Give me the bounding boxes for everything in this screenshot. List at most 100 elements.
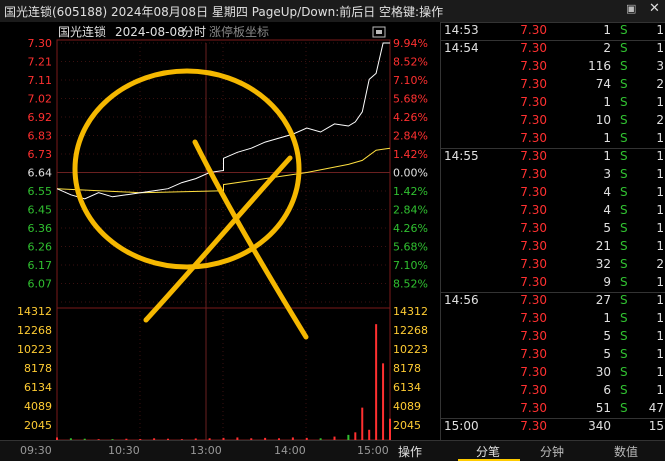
tab-values[interactable]: 数值 (614, 445, 639, 459)
volume-bar (69, 438, 72, 440)
price-line (56, 42, 390, 200)
tick-bs: S (620, 401, 628, 415)
tick-row[interactable]: 7.30 1 S 1 (441, 130, 665, 148)
volume-tick-label: 2045 (24, 419, 52, 432)
volume-bar (153, 438, 156, 440)
tick-bs: S (620, 149, 628, 163)
tick-row[interactable]: 14:56 7.30 27 S 1 (441, 292, 665, 310)
chart-toggle-icon[interactable] (372, 26, 386, 38)
tick-vol: 27 (595, 293, 611, 307)
tick-row[interactable]: 7.30 4 S 1 (441, 202, 665, 220)
volume-bar (354, 432, 357, 440)
chart-stock-name: 国光连锁 (58, 24, 106, 39)
tick-price: 7.30 (520, 131, 547, 145)
time-label-1300: 13:00 (190, 444, 222, 457)
tab-ticks[interactable]: 分笔 (476, 445, 501, 459)
annotation-cross-stroke-1 (192, 139, 309, 340)
tick-bs: S (620, 347, 628, 361)
tick-bs: S (620, 221, 628, 235)
volume-bar (139, 438, 142, 440)
tick-price: 7.30 (520, 419, 547, 433)
tick-row[interactable]: 7.30 32 S 2 (441, 256, 665, 274)
tick-row[interactable]: 7.30 1 S 1 (441, 310, 665, 328)
tick-cnt: 1 (656, 23, 664, 37)
tick-cnt: 1 (656, 383, 664, 397)
tick-vol: 30 (595, 365, 611, 379)
tick-vol: 6 (603, 383, 611, 397)
tick-row[interactable]: 7.30 5 S 1 (441, 346, 665, 364)
chart-mode: 分时 (182, 25, 206, 39)
tick-separator (441, 292, 665, 293)
time-label-1030: 10:30 (108, 444, 140, 457)
tick-row[interactable]: 7.30 6 S 1 (441, 382, 665, 400)
percent-tick-label: 4.26% (393, 222, 428, 235)
tick-cnt: 3 (656, 59, 664, 73)
tick-bs: S (620, 185, 628, 199)
tick-time: 14:55 (444, 149, 479, 163)
tick-row[interactable]: 15:00 7.30 340 15 (441, 418, 665, 436)
volume-bar (375, 324, 378, 440)
tick-row[interactable]: 7.30 4 S 1 (441, 184, 665, 202)
intraday-chart[interactable]: 国光连锁 2024-08-08 分时 涨停板坐标 7.30 7.21 7.11 7.0… (0, 22, 440, 440)
tick-price: 7.30 (520, 41, 547, 55)
tick-price: 7.30 (520, 401, 547, 415)
tick-price: 7.30 (520, 365, 547, 379)
tick-cnt: 2 (656, 77, 664, 91)
volume-tick-label: 14312 (17, 305, 52, 318)
tick-vol: 32 (595, 257, 611, 271)
tick-list[interactable]: 14:53 7.30 1 S 1 14:54 7.30 2 S 1 7.30 116 S 3 7.30 74 S… (440, 22, 665, 440)
tick-row[interactable]: 7.30 1 S 1 (441, 94, 665, 112)
tick-vol: 21 (595, 239, 611, 253)
tick-row[interactable]: 14:55 7.30 1 S 1 (441, 148, 665, 166)
volume-bar (83, 438, 86, 440)
time-label-1500: 15:00 (357, 444, 389, 457)
volume-tick-label-right: 14312 (393, 305, 428, 318)
volume-bar (167, 438, 169, 440)
volume-bar (305, 437, 308, 440)
tick-row[interactable]: 7.30 3 S 1 (441, 166, 665, 184)
price-tick-label: 7.30 (28, 37, 53, 50)
settings-icon[interactable]: ▣ (626, 2, 637, 15)
volume-tick-label-right: 12268 (393, 324, 428, 337)
tick-row[interactable]: 7.30 30 S 1 (441, 364, 665, 382)
volume-bar (368, 429, 371, 440)
tick-row[interactable]: 7.30 51 S 47 (441, 400, 665, 418)
volume-bar (382, 363, 385, 440)
tick-cnt: 1 (656, 275, 664, 289)
volume-tick-label: 8178 (24, 362, 52, 375)
tab-minutes[interactable]: 分钟 (540, 445, 565, 459)
tick-row[interactable]: 14:54 7.30 2 S 1 (441, 40, 665, 58)
volume-bar (333, 436, 336, 440)
tick-row[interactable]: 7.30 74 S 2 (441, 76, 665, 94)
volume-tick-label-right: 2045 (393, 419, 421, 432)
tick-bs: S (620, 77, 628, 91)
tick-vol: 10 (595, 113, 611, 127)
title-bar: 国光连锁(605188) 2024年08月08日 星期四 PageUp/Down… (0, 0, 665, 23)
time-label-1400: 14:00 (274, 444, 306, 457)
tick-cnt: 1 (656, 95, 664, 109)
tick-row[interactable]: 7.30 5 S 1 (441, 220, 665, 238)
volume-bar (208, 438, 211, 440)
tick-cnt: 47 (648, 401, 664, 415)
tick-row[interactable]: 7.30 9 S 1 (441, 274, 665, 292)
tick-bs: S (620, 113, 628, 127)
tick-row[interactable]: 7.30 116 S 3 (441, 58, 665, 76)
volume-tick-label: 10223 (17, 343, 52, 356)
close-icon[interactable]: ✕ (649, 1, 660, 16)
tick-price: 7.30 (520, 383, 547, 397)
tick-bs: S (620, 203, 628, 217)
tick-row[interactable]: 7.30 21 S 1 (441, 238, 665, 256)
tick-cnt: 1 (656, 185, 664, 199)
tick-price: 7.30 (520, 77, 547, 91)
tick-row[interactable]: 7.30 10 S 2 (441, 112, 665, 130)
tick-cnt: 1 (656, 149, 664, 163)
price-tick-label: 7.11 (28, 74, 53, 87)
percent-tick-label: 1.42% (393, 148, 428, 161)
volume-bar (264, 437, 267, 440)
volume-bar (250, 438, 253, 440)
operate-button[interactable]: 操作 (398, 445, 423, 459)
tick-price: 7.30 (520, 113, 547, 127)
tick-row[interactable]: 14:53 7.30 1 S 1 (441, 22, 665, 40)
tick-vol: 4 (603, 203, 611, 217)
tick-row[interactable]: 7.30 5 S 1 (441, 328, 665, 346)
